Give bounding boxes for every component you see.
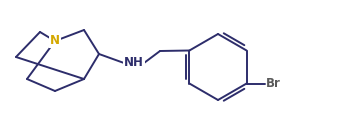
Text: NH: NH xyxy=(124,57,144,70)
Text: Br: Br xyxy=(266,77,281,90)
Text: N: N xyxy=(50,34,60,47)
